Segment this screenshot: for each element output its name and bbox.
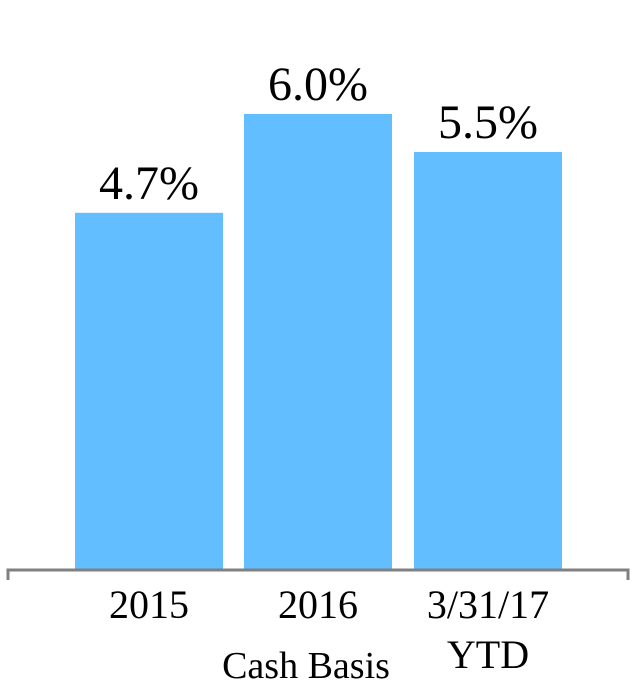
x-tick-label-2-line1: YTD [447,632,529,677]
x-tick-label-0: 2015 [109,582,189,627]
x-tick-label-2: 3/31/17 [427,582,549,627]
data-label-2: 5.5% [438,96,538,149]
bar-2 [414,152,562,570]
x-tick-label-1: 2016 [278,582,358,627]
x-tick-labels: 2015 2016 3/31/17 YTD [109,582,549,677]
x-axis-line [6,568,630,580]
bar-1 [244,114,392,570]
data-label-0: 4.7% [99,157,199,210]
x-axis-label: Cash Basis [222,645,390,687]
bars [75,114,562,571]
bar-0 [75,212,223,571]
data-label-1: 6.0% [268,58,368,111]
data-labels: 4.7% 6.0% 5.5% [99,58,538,210]
